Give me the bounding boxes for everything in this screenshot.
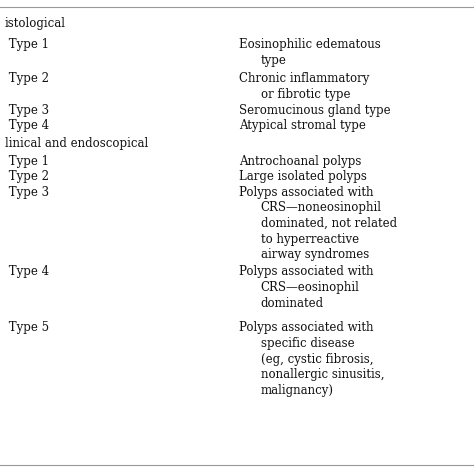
Text: CRS—noneosinophil: CRS—noneosinophil	[261, 201, 382, 214]
Text: linical and endoscopical: linical and endoscopical	[5, 137, 148, 149]
Text: istological: istological	[5, 17, 66, 29]
Text: to hyperreactive: to hyperreactive	[261, 233, 359, 246]
Text: Type 3: Type 3	[5, 186, 49, 199]
Text: Atypical stromal type: Atypical stromal type	[239, 119, 366, 132]
Text: Type 4: Type 4	[5, 265, 49, 278]
Text: nonallergic sinusitis,: nonallergic sinusitis,	[261, 368, 384, 381]
Text: or fibrotic type: or fibrotic type	[261, 88, 350, 100]
Text: Type 2: Type 2	[5, 72, 49, 85]
Text: Large isolated polyps: Large isolated polyps	[239, 170, 367, 183]
Text: Type 5: Type 5	[5, 321, 49, 334]
Text: type: type	[261, 54, 287, 66]
Text: dominated, not related: dominated, not related	[261, 217, 397, 230]
Text: Type 4: Type 4	[5, 119, 49, 132]
Text: Chronic inflammatory: Chronic inflammatory	[239, 72, 370, 85]
Text: (eg, cystic fibrosis,: (eg, cystic fibrosis,	[261, 353, 373, 365]
Text: specific disease: specific disease	[261, 337, 355, 350]
Text: Seromucinous gland type: Seromucinous gland type	[239, 104, 391, 117]
Text: Antrochoanal polyps: Antrochoanal polyps	[239, 155, 362, 167]
Text: Polyps associated with: Polyps associated with	[239, 321, 374, 334]
Text: Type 3: Type 3	[5, 104, 49, 117]
Text: Polyps associated with: Polyps associated with	[239, 265, 374, 278]
Text: Eosinophilic edematous: Eosinophilic edematous	[239, 38, 381, 51]
Text: Type 2: Type 2	[5, 170, 49, 183]
Text: Polyps associated with: Polyps associated with	[239, 186, 374, 199]
Text: Type 1: Type 1	[5, 155, 49, 167]
Text: malignancy): malignancy)	[261, 384, 334, 397]
Text: dominated: dominated	[261, 297, 324, 310]
Text: CRS—eosinophil: CRS—eosinophil	[261, 281, 360, 294]
Text: airway syndromes: airway syndromes	[261, 248, 369, 261]
Text: Type 1: Type 1	[5, 38, 49, 51]
